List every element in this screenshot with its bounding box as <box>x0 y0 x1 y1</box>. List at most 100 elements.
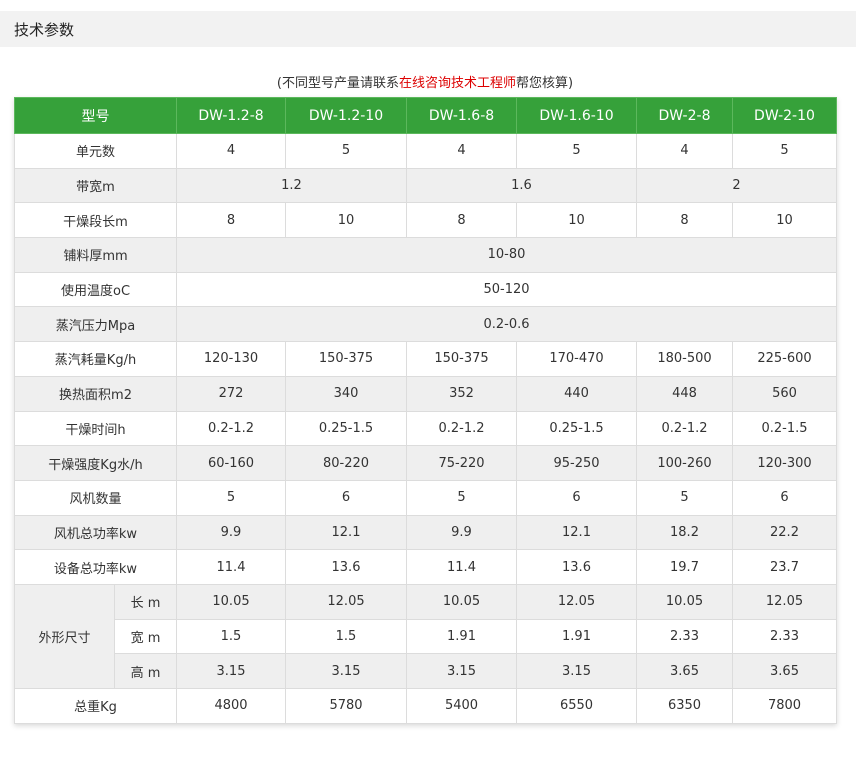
table-cell: 6 <box>732 479 837 516</box>
table-cell: 150-375 <box>406 341 517 377</box>
table-cell: 2 <box>636 167 837 204</box>
table-cell: 6550 <box>516 688 637 724</box>
row-label: 铺料厚mm <box>14 237 177 273</box>
table-cell: 13.6 <box>516 549 637 585</box>
table-cell: 18.2 <box>636 514 733 551</box>
table-cell: 225-600 <box>732 341 837 377</box>
table-cell: 0.2-1.2 <box>406 410 517 447</box>
column-header: DW-1.2-8 <box>176 97 286 134</box>
table-cell: 3.15 <box>516 653 637 689</box>
table-cell: 4 <box>176 133 286 169</box>
section-title: 技术参数 <box>14 21 75 39</box>
table-cell: 560 <box>732 375 837 412</box>
table-cell: 448 <box>636 375 733 412</box>
table-cell: 12.1 <box>285 514 407 551</box>
table-cell: 1.2 <box>176 167 407 204</box>
table-cell: 3.65 <box>732 653 837 689</box>
consult-link[interactable]: 在线咨询技术工程师 <box>398 76 516 91</box>
table-row: 外形尺寸长 m 10.05 12.05 10.05 12.05 10.05 12.05 <box>14 583 837 690</box>
column-header: DW-2-10 <box>732 97 837 134</box>
table-row: 风机数量 5 6 5 6 5 6 <box>14 479 837 516</box>
table-row: 高 m 3.15 3.15 3.15 3.15 3.65 3.65 <box>15 653 837 689</box>
table-cell: 5 <box>732 133 837 169</box>
table-cell: 5 <box>636 479 733 516</box>
table-row: 蒸汽压力Mpa 0.2-0.6 <box>14 306 837 343</box>
sub-row-label: 长 m <box>114 583 177 620</box>
table-cell: 6 <box>516 479 637 516</box>
table-row: 总重Kg 4800 5780 5400 6550 6350 7800 <box>14 688 837 724</box>
table-cell: 4 <box>406 133 517 169</box>
header-row: 型号 DW-1.2-8 DW-1.2-10 DW-1.6-8 DW-1.6-10 DW-2… <box>14 97 837 134</box>
row-label: 蒸汽耗量Kg/h <box>14 341 177 377</box>
table-cell: 12.05 <box>516 583 637 620</box>
table-row: 蒸汽耗量Kg/h 120-130 150-375 150-375 170-470 180-… <box>14 341 837 377</box>
table-cell: 9.9 <box>406 514 517 551</box>
row-label: 使用温度oC <box>14 271 177 308</box>
table-row: 干燥强度Kg水/h 60-160 80-220 75-220 95-250 100-260… <box>14 445 837 481</box>
table-cell: 8 <box>636 202 733 239</box>
table-cell: 6350 <box>636 688 733 724</box>
row-label: 干燥段长m <box>14 202 177 239</box>
table-cell: 0.2-1.5 <box>732 410 837 447</box>
table-cell: 10 <box>516 202 637 239</box>
table-cell: 272 <box>176 375 286 412</box>
table-cell: 3.65 <box>636 653 733 689</box>
table-cell: 120-300 <box>732 445 837 481</box>
table-cell: 10.05 <box>406 583 517 620</box>
note: (不同型号产量请联系在线咨询技术工程师帮您核算) <box>0 72 850 91</box>
row-label: 设备总功率kw <box>14 549 177 585</box>
row-label: 换热面积m2 <box>14 375 177 412</box>
table-row: 铺料厚mm 10-80 <box>14 237 837 273</box>
row-label: 风机数量 <box>14 479 177 516</box>
table-cell: 5 <box>176 479 286 516</box>
table-cell: 10 <box>285 202 407 239</box>
table-cell: 10 <box>732 202 837 239</box>
table-cell: 50-120 <box>176 271 837 308</box>
row-label: 干燥强度Kg水/h <box>14 445 177 481</box>
table-cell: 1.5 <box>176 618 286 655</box>
table-cell: 340 <box>285 375 407 412</box>
table-cell: 6 <box>285 479 407 516</box>
table-cell: 440 <box>516 375 637 412</box>
sub-row-label: 高 m <box>114 653 177 689</box>
table-row: 带宽m 1.2 1.6 2 <box>14 167 837 204</box>
table-cell: 12.05 <box>732 583 837 620</box>
table-cell: 3.15 <box>176 653 286 689</box>
table-row: 干燥时间h 0.2-1.2 0.25-1.5 0.2-1.2 0.25-1.5 0.2-1… <box>14 410 837 447</box>
table-cell: 352 <box>406 375 517 412</box>
row-header: 型号 <box>14 97 177 134</box>
row-label: 单元数 <box>14 133 177 169</box>
row-label: 蒸汽压力Mpa <box>14 306 177 343</box>
table-cell: 100-260 <box>636 445 733 481</box>
table-cell: 60-160 <box>176 445 286 481</box>
table-cell: 170-470 <box>516 341 637 377</box>
table-cell: 75-220 <box>406 445 517 481</box>
table-cell: 4800 <box>176 688 286 724</box>
column-header: DW-1.6-8 <box>406 97 517 134</box>
table-cell: 10.05 <box>636 583 733 620</box>
table-cell: 13.6 <box>285 549 407 585</box>
row-label: 风机总功率kw <box>14 514 177 551</box>
table-cell: 0.2-0.6 <box>176 306 837 343</box>
table-row: 干燥段长m 8 10 8 10 8 10 <box>14 202 837 239</box>
row-label: 外形尺寸 <box>14 583 115 690</box>
table-cell: 1.91 <box>406 618 517 655</box>
table-row: 使用温度oC 50-120 <box>14 271 837 308</box>
table-cell: 12.05 <box>285 583 407 620</box>
column-header: DW-1.2-10 <box>285 97 407 134</box>
table-cell: 180-500 <box>636 341 733 377</box>
table-cell: 19.7 <box>636 549 733 585</box>
table-cell: 95-250 <box>516 445 637 481</box>
table-cell: 5 <box>516 133 637 169</box>
table-row: 换热面积m2 272 340 352 440 448 560 <box>14 375 837 412</box>
note-prefix: (不同型号产量请联系 <box>276 76 399 91</box>
table-row: 风机总功率kw 9.9 12.1 9.9 12.1 18.2 22.2 <box>14 514 837 551</box>
table-cell: 1.5 <box>285 618 407 655</box>
table-cell: 150-375 <box>285 341 407 377</box>
table-cell: 10-80 <box>176 237 837 273</box>
column-header: DW-2-8 <box>636 97 733 134</box>
table-cell: 5 <box>285 133 407 169</box>
table-cell: 23.7 <box>732 549 837 585</box>
table-cell: 10.05 <box>176 583 286 620</box>
table-cell: 22.2 <box>732 514 837 551</box>
